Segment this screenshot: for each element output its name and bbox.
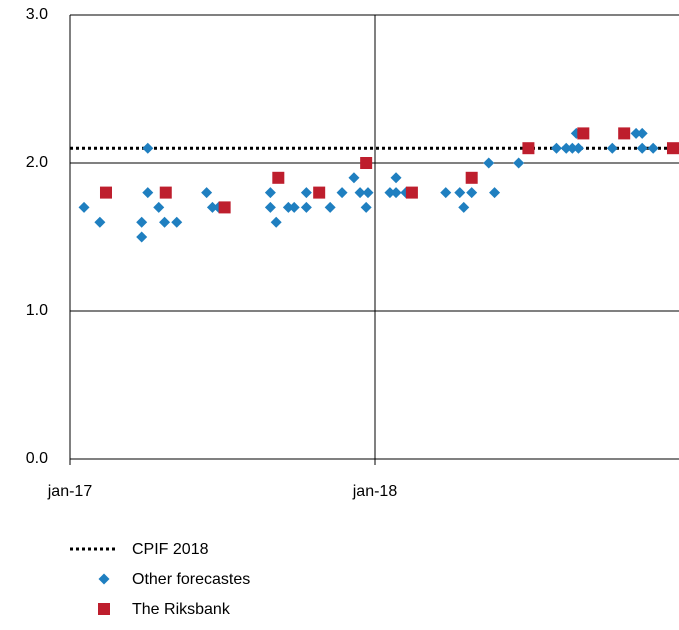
diamond-marker	[454, 187, 466, 199]
x-tick-label: jan-18	[352, 483, 398, 500]
square-marker	[577, 127, 590, 140]
diamond-marker	[153, 201, 165, 213]
diamond-marker	[566, 142, 578, 154]
diamond-marker	[282, 201, 294, 213]
diamond-marker	[440, 187, 452, 199]
diamond-marker	[136, 216, 148, 228]
diamond-marker	[489, 187, 501, 199]
square-marker	[618, 127, 631, 140]
square-marker	[218, 201, 231, 214]
square-marker	[465, 171, 478, 184]
legend-label: Other forecastes	[132, 571, 250, 588]
diamond-marker	[458, 201, 470, 213]
diamond-marker	[142, 187, 154, 199]
diamond-marker	[636, 142, 648, 154]
y-tick-label: 1.0	[26, 302, 48, 319]
diamond-marker	[288, 201, 300, 213]
diamond-marker	[636, 127, 648, 139]
diamond-marker	[206, 201, 218, 213]
diamond-marker	[136, 231, 148, 243]
diamond-marker	[390, 187, 402, 199]
diamond-marker	[360, 201, 372, 213]
square-marker	[666, 142, 679, 155]
diamond-marker	[142, 142, 154, 154]
diamond-marker	[78, 201, 90, 213]
square-marker	[360, 157, 373, 169]
legend-label: CPIF 2018	[132, 541, 209, 558]
y-tick-label: 3.0	[26, 6, 48, 23]
diamond-marker	[550, 142, 562, 154]
diamond-marker	[647, 142, 659, 154]
diamond-marker	[362, 187, 374, 199]
diamond-marker	[390, 172, 402, 184]
x-tick-label: jan-17	[47, 483, 93, 500]
diamond-marker	[348, 172, 360, 184]
diamond-marker	[300, 201, 312, 213]
diamond-marker	[483, 157, 495, 169]
diamond-marker	[466, 187, 478, 199]
legend-marker	[98, 573, 110, 585]
y-tick-label: 0.0	[26, 450, 48, 467]
diamond-marker	[300, 187, 312, 199]
diamond-marker	[264, 187, 276, 199]
diamond-marker	[94, 216, 106, 228]
diamond-marker	[324, 201, 336, 213]
diamond-marker	[630, 127, 642, 139]
diamond-marker	[560, 142, 572, 154]
legend-marker	[98, 603, 110, 615]
square-marker	[405, 186, 418, 199]
diamond-marker	[264, 201, 276, 213]
diamond-marker	[201, 187, 213, 199]
diamond-marker	[159, 216, 171, 228]
y-tick-label: 2.0	[26, 154, 48, 171]
square-marker	[313, 186, 326, 199]
square-marker	[272, 171, 285, 184]
diamond-marker	[171, 216, 183, 228]
square-marker	[522, 142, 535, 155]
square-marker	[159, 186, 172, 199]
legend-label: The Riksbank	[132, 601, 231, 618]
diamond-marker	[572, 142, 584, 154]
diamond-marker	[606, 142, 618, 154]
diamond-marker	[354, 187, 366, 199]
square-marker	[99, 186, 112, 199]
diamond-marker	[513, 157, 525, 169]
diamond-marker	[336, 187, 348, 199]
diamond-marker	[384, 187, 396, 199]
diamond-marker	[270, 216, 282, 228]
